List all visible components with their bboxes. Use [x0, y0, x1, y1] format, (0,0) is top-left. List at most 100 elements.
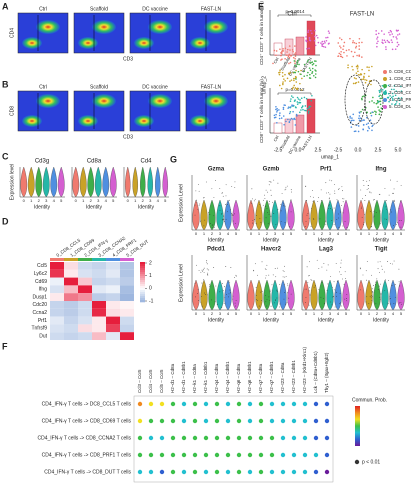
- cell-point: [376, 278, 378, 280]
- umap-cell: [388, 100, 390, 103]
- umap-cell: [378, 95, 380, 98]
- cell-point: [201, 296, 203, 298]
- heatmap-cell: [92, 269, 106, 278]
- heatmap-cell: [92, 293, 106, 301]
- x-tick-label: 0: [305, 231, 308, 236]
- cell-point: [377, 289, 379, 290]
- umap-cell: [388, 31, 390, 34]
- dot: [181, 452, 187, 458]
- umap-panel-title: FAST-LN: [350, 12, 374, 18]
- cell-point: [366, 189, 368, 190]
- cell-point: [255, 287, 257, 288]
- heatmap-cell: [92, 316, 106, 325]
- heatmap-cell: [50, 293, 64, 301]
- heatmap-cell: [78, 332, 92, 340]
- x-tick-label: 5: [290, 231, 293, 236]
- cell-point: [229, 289, 231, 291]
- umap-cell: [342, 48, 344, 51]
- umap-cell: [311, 94, 313, 97]
- highlight: [344, 74, 366, 126]
- cell-point: [229, 209, 231, 211]
- cell-point: [363, 185, 365, 186]
- cell-point: [338, 188, 340, 190]
- cell-point: [312, 190, 313, 191]
- violin: [365, 279, 373, 311]
- violin: [373, 199, 381, 231]
- umap-cell: [305, 40, 308, 43]
- x-tick-label: 2: [211, 231, 214, 236]
- legend-marker: [383, 98, 387, 102]
- dot: [247, 401, 253, 407]
- umap-cell: [377, 106, 379, 108]
- cell-point: [219, 205, 221, 207]
- axis-label: Identity: [138, 204, 155, 210]
- cell-point: [211, 188, 213, 190]
- cell-point: [225, 266, 227, 267]
- dot: [258, 469, 264, 475]
- cell-point: [309, 294, 311, 296]
- cell-point: [379, 296, 381, 298]
- umap-cell: [360, 73, 362, 75]
- umap-cell: [275, 113, 277, 116]
- umap-cell: [346, 55, 348, 57]
- umap-cell: [311, 32, 313, 35]
- cell-point: [346, 294, 348, 295]
- cell-point: [290, 199, 292, 201]
- cell-point: [224, 286, 225, 288]
- cell-point: [398, 268, 400, 270]
- cell-point: [234, 213, 236, 215]
- cell-point: [389, 303, 391, 305]
- umap-cell: [296, 59, 299, 62]
- umap-cell: [358, 37, 361, 40]
- umap-cell: [379, 110, 381, 113]
- dot: [181, 435, 187, 441]
- dot: [291, 401, 297, 407]
- cell-point: [280, 210, 282, 212]
- bar: [273, 122, 283, 134]
- umap-cell: [349, 117, 351, 119]
- umap-cell: [293, 117, 296, 120]
- cell-point: [390, 298, 391, 299]
- cell-point: [328, 208, 329, 209]
- cell-point: [198, 205, 200, 207]
- umap-cell: [356, 67, 359, 70]
- cell-point: [391, 285, 393, 287]
- dot: [137, 469, 143, 475]
- group-label: Scaffold: [90, 84, 108, 90]
- cell-point: [266, 208, 268, 209]
- cell-point: [224, 297, 226, 298]
- heatmap-cell: [92, 301, 106, 309]
- cell-point: [334, 192, 336, 194]
- umap-cell: [367, 122, 370, 125]
- dot: [269, 469, 275, 475]
- cell-point: [266, 299, 268, 301]
- violin: [57, 166, 65, 198]
- cell-point: [209, 214, 211, 215]
- cell-point: [255, 223, 257, 224]
- cell-point: [364, 200, 366, 201]
- cell-point: [211, 224, 213, 226]
- cell-point: [368, 180, 370, 182]
- umap-cell: [288, 106, 290, 108]
- violin: [302, 199, 310, 231]
- umap-cell: [357, 125, 360, 127]
- heatmap-cell: [120, 262, 134, 270]
- cell-point: [384, 271, 385, 273]
- cell-point: [285, 186, 287, 188]
- cell-point: [273, 179, 275, 181]
- violin: [232, 279, 240, 311]
- dot: [225, 401, 231, 407]
- cell-point: [284, 276, 286, 278]
- x-tick-label: 0: [23, 198, 26, 203]
- x-tick-label: 2: [266, 231, 269, 236]
- umap-cell: [398, 33, 401, 35]
- x-tick-label: 5: [400, 311, 403, 316]
- cell-point: [290, 189, 292, 191]
- cell-point: [309, 290, 311, 292]
- cell-point: [254, 219, 256, 220]
- heatmap-cell: [106, 316, 120, 325]
- violin: [140, 166, 146, 198]
- dot: [291, 452, 297, 458]
- cell-point: [268, 274, 270, 276]
- cell-point: [203, 225, 205, 227]
